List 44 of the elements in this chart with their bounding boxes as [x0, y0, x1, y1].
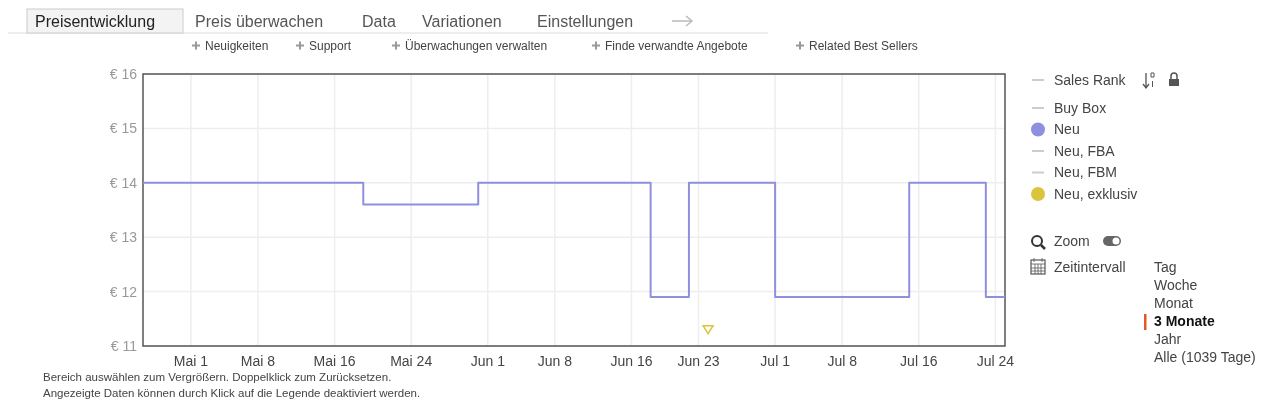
text: Support [309, 39, 352, 53]
text: Alle (1039 Tage) [1154, 349, 1256, 365]
text: Bereich auswählen zum Vergrößern. Doppelklick zum Zurücksetzen. [43, 371, 392, 383]
x-tick-label: Jun 8 [537, 353, 573, 369]
text: Variationen [422, 13, 502, 30]
y-tick-label: € 14 [109, 174, 138, 191]
legend-label: Neu [1054, 121, 1080, 138]
x-tick-label: Jul 1 [760, 353, 791, 369]
text: Related Best Sellers [809, 39, 918, 53]
y-tick-label: € 16 [109, 65, 138, 82]
text: Tag [1154, 259, 1177, 275]
text: Einstellungen [537, 13, 634, 30]
text: Jahr [1154, 331, 1182, 347]
x-tick-label: Jun 16 [610, 353, 653, 369]
legend-label: Buy Box [1054, 99, 1107, 116]
text: Überwachungen verwalten [405, 39, 548, 53]
text: Finde verwandte Angebote [605, 39, 749, 53]
y-tick-label: € 15 [109, 120, 138, 137]
text: 3 Monate [1154, 313, 1215, 329]
legend-label: Sales Rank [1054, 71, 1127, 88]
y-tick-label: € 11 [110, 337, 138, 354]
text: Woche [1154, 277, 1198, 293]
text: Neuigkeiten [205, 39, 269, 53]
x-tick-label: Jul 8 [827, 353, 858, 369]
text: Monat [1154, 295, 1194, 311]
text: Zeitintervall [1054, 259, 1126, 275]
x-tick-label: Mai 1 [173, 353, 209, 369]
text: Preisentwicklung [35, 13, 156, 30]
x-tick-label: Mai 8 [240, 353, 276, 369]
x-tick-label: Jun 23 [677, 353, 720, 369]
legend-label: Neu, FBM [1054, 164, 1118, 181]
text: Preis überwachen [195, 13, 324, 30]
x-tick-label: Jul 16 [900, 353, 938, 369]
x-tick-label: Jul 24 [976, 353, 1015, 369]
legend-label: Neu, FBA [1054, 142, 1116, 159]
x-tick-label: Mai 24 [390, 353, 433, 369]
legend-label: Neu, exklusiv [1054, 185, 1138, 202]
text: Angezeigte Daten können durch Klick auf die Legende deaktiviert werden. [43, 387, 421, 399]
x-tick-label: Jun 1 [470, 353, 506, 369]
text: Zoom [1054, 233, 1090, 249]
y-tick-label: € 12 [109, 283, 138, 300]
text: Data [362, 13, 396, 30]
y-tick-label: € 13 [109, 229, 138, 246]
x-tick-label: Mai 16 [313, 353, 356, 369]
